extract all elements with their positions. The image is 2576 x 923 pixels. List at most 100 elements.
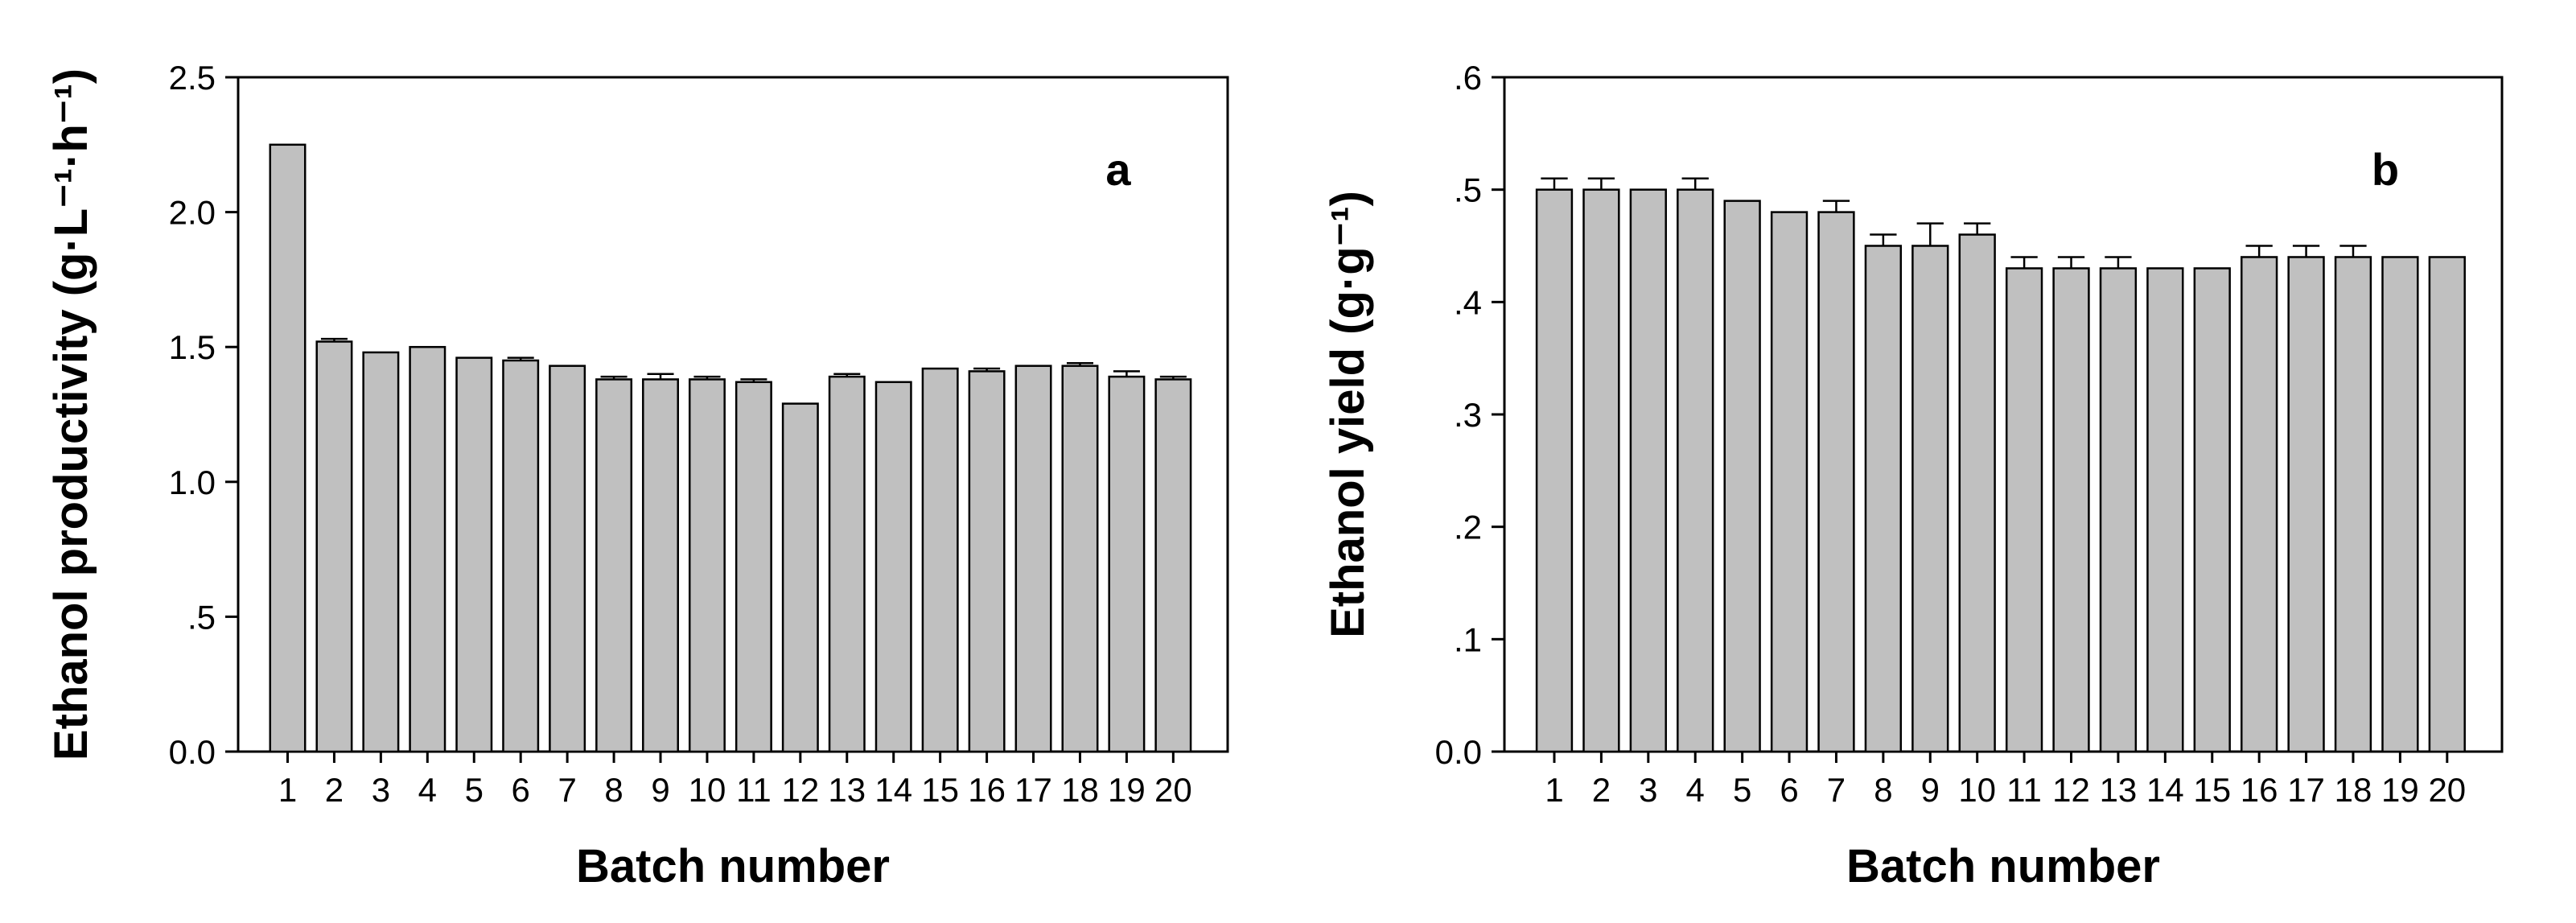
bar bbox=[1061, 365, 1099, 753]
x-tick-label: 10 bbox=[689, 771, 726, 809]
bar bbox=[2381, 256, 2419, 753]
x-tick-label: 15 bbox=[2193, 771, 2231, 809]
bar bbox=[502, 359, 540, 753]
bar bbox=[828, 375, 866, 753]
bar bbox=[1582, 188, 1620, 753]
bar bbox=[1108, 375, 1146, 753]
x-tick-label: 3 bbox=[372, 771, 390, 809]
bar bbox=[968, 370, 1006, 753]
bar bbox=[1535, 188, 1574, 753]
x-tick-label: 19 bbox=[1108, 771, 1146, 809]
x-tick-label: 4 bbox=[418, 771, 437, 809]
y-axis-title: Ethanol yield (g·g⁻¹) bbox=[1322, 191, 1374, 638]
panel-label: b bbox=[2372, 144, 2399, 195]
bar bbox=[2241, 256, 2278, 753]
y-tick-label: 0.0 bbox=[169, 733, 216, 771]
x-tick-label: 20 bbox=[2428, 771, 2466, 809]
x-tick-label: 10 bbox=[1958, 771, 1996, 809]
x-tick-label: 17 bbox=[2287, 771, 2325, 809]
x-tick-label: 7 bbox=[1827, 771, 1846, 809]
y-tick-label: .5 bbox=[1454, 171, 1482, 209]
x-tick-label: 16 bbox=[968, 771, 1006, 809]
bar bbox=[921, 367, 959, 753]
bar bbox=[362, 351, 400, 753]
x-tick-label: 2 bbox=[1592, 771, 1611, 809]
y-tick-label: .2 bbox=[1454, 509, 1482, 546]
x-tick-label: 5 bbox=[1733, 771, 1751, 809]
x-tick-label: 17 bbox=[1014, 771, 1052, 809]
bar bbox=[1817, 211, 1855, 753]
bar bbox=[874, 381, 912, 753]
y-axis-title: Ethanol productivity (g·L⁻¹·h⁻¹) bbox=[45, 68, 97, 760]
x-tick-label: 7 bbox=[558, 771, 576, 809]
bar bbox=[1770, 211, 1809, 753]
bar bbox=[735, 381, 772, 753]
bar bbox=[549, 365, 586, 753]
bar bbox=[2005, 267, 2043, 753]
x-tick-label: 15 bbox=[921, 771, 959, 809]
x-tick-label: 13 bbox=[828, 771, 866, 809]
x-tick-label: 12 bbox=[2052, 771, 2090, 809]
bar bbox=[1958, 233, 1996, 753]
bar bbox=[2146, 267, 2184, 753]
bar bbox=[2287, 256, 2325, 753]
bar bbox=[688, 378, 726, 753]
bar bbox=[2428, 256, 2466, 753]
y-tick-label: .1 bbox=[1454, 620, 1482, 658]
x-tick-label: 12 bbox=[781, 771, 819, 809]
y-tick-label: .6 bbox=[1454, 59, 1482, 97]
bar bbox=[409, 345, 446, 753]
panel-label: a bbox=[1105, 144, 1131, 195]
bar bbox=[1911, 245, 1949, 753]
bar bbox=[455, 356, 493, 753]
x-axis-title: Batch number bbox=[576, 840, 890, 892]
bar bbox=[1629, 188, 1667, 753]
x-tick-label: 16 bbox=[2241, 771, 2278, 809]
bar bbox=[595, 378, 633, 753]
x-tick-label: 18 bbox=[1061, 771, 1099, 809]
bar bbox=[1864, 245, 1903, 753]
x-tick-label: 18 bbox=[2335, 771, 2372, 809]
x-tick-label: 1 bbox=[1545, 771, 1563, 809]
y-tick-label: .3 bbox=[1454, 396, 1482, 434]
bar bbox=[2052, 267, 2090, 753]
bar bbox=[269, 143, 307, 753]
chart-panel-a: 0.0.51.01.52.02.51 2 3 4 5 6 7 8 9 10 11 12 13 14 15 16… bbox=[45, 59, 1229, 892]
x-tick-label: 9 bbox=[651, 771, 669, 809]
bar bbox=[1154, 378, 1192, 753]
y-tick-label: 0.0 bbox=[1435, 733, 1482, 771]
bar bbox=[1014, 365, 1052, 753]
y-tick-label: 1.5 bbox=[169, 328, 216, 366]
plot-frame bbox=[237, 76, 1229, 753]
bar bbox=[2193, 267, 2231, 753]
x-tick-label: 19 bbox=[2381, 771, 2419, 809]
x-tick-label: 3 bbox=[1639, 771, 1657, 809]
y-tick-label: 2.0 bbox=[169, 194, 216, 232]
x-tick-label: 2 bbox=[325, 771, 344, 809]
x-tick-label: 5 bbox=[465, 771, 484, 809]
x-tick-label: 8 bbox=[1874, 771, 1892, 809]
bar bbox=[781, 402, 819, 753]
x-tick-label: 9 bbox=[1921, 771, 1940, 809]
bar bbox=[1723, 200, 1761, 753]
chart-panel-b: 0.0.1.2.3.4.5.61 2 3 4 5 6 7 8 9 10 11 12 13 14 15 16 17… bbox=[1322, 59, 2504, 892]
y-tick-label: 2.5 bbox=[169, 59, 216, 97]
y-tick-label: 1.0 bbox=[169, 464, 216, 501]
x-tick-label: 6 bbox=[512, 771, 530, 809]
x-tick-label: 13 bbox=[2100, 771, 2138, 809]
x-tick-label: 14 bbox=[2146, 771, 2184, 809]
bar bbox=[315, 340, 353, 753]
x-tick-label: 6 bbox=[1780, 771, 1798, 809]
x-tick-label: 14 bbox=[874, 771, 912, 809]
bar bbox=[1677, 188, 1714, 753]
x-tick-label: 4 bbox=[1686, 771, 1705, 809]
x-tick-label: 11 bbox=[2006, 771, 2042, 809]
y-tick-label: .5 bbox=[187, 598, 216, 636]
x-tick-label: 20 bbox=[1154, 771, 1192, 809]
x-tick-label: 8 bbox=[604, 771, 623, 809]
bar bbox=[2099, 267, 2138, 753]
bar bbox=[2334, 256, 2372, 753]
bar bbox=[642, 378, 679, 753]
y-tick-label: .4 bbox=[1454, 283, 1482, 321]
